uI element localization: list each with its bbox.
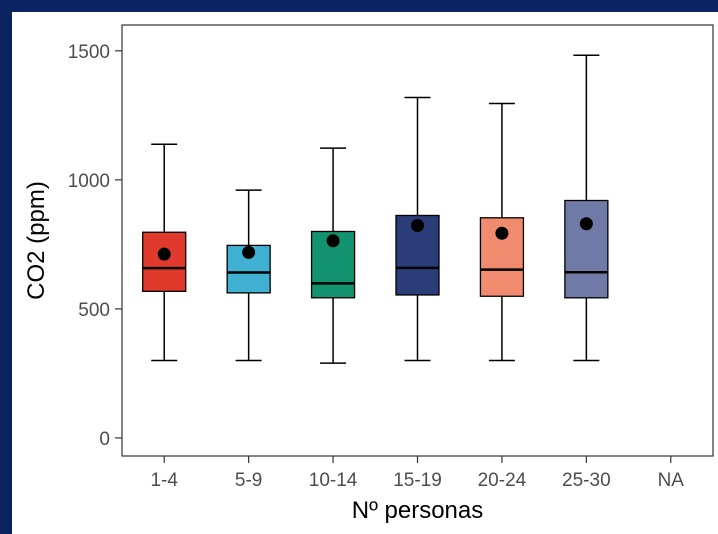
mean-point (495, 226, 509, 240)
x-tick-label: 25-30 (562, 470, 611, 491)
mean-point (411, 219, 424, 233)
y-tick-label: 0 (99, 429, 110, 450)
x-axis-title: Nº personas (352, 497, 484, 524)
box-body (564, 199, 609, 299)
box-20-24 (479, 102, 525, 362)
box-10-14 (310, 147, 356, 364)
mean-point (157, 247, 171, 261)
y-axis-title: CO2 (ppm) (23, 181, 50, 300)
box-15-19 (395, 96, 440, 362)
boxes-layer (142, 54, 609, 364)
x-tick-label: 20-24 (478, 470, 527, 491)
y-tick-label: 1500 (68, 42, 110, 63)
x-tick-label: 1-4 (150, 470, 178, 491)
x-axis: 1-4 5-9 10-14 15-19 20-24 25-30 NA (150, 456, 684, 491)
box-body (142, 231, 187, 292)
x-tick-label: 10-14 (309, 470, 358, 491)
x-tick-label: 5-9 (235, 470, 262, 491)
box-1-4 (142, 143, 187, 362)
y-tick-label: 500 (78, 300, 110, 321)
mean-point (242, 245, 256, 259)
x-tick-label: 15-19 (393, 470, 442, 491)
box-25-30 (564, 54, 609, 362)
mean-point (326, 234, 340, 248)
y-axis: 0 500 1000 1500 (68, 42, 122, 450)
x-tick-label: NA (658, 470, 685, 491)
mean-point (579, 217, 593, 231)
box-5-9 (226, 189, 271, 362)
y-tick-label: 1000 (68, 171, 110, 192)
